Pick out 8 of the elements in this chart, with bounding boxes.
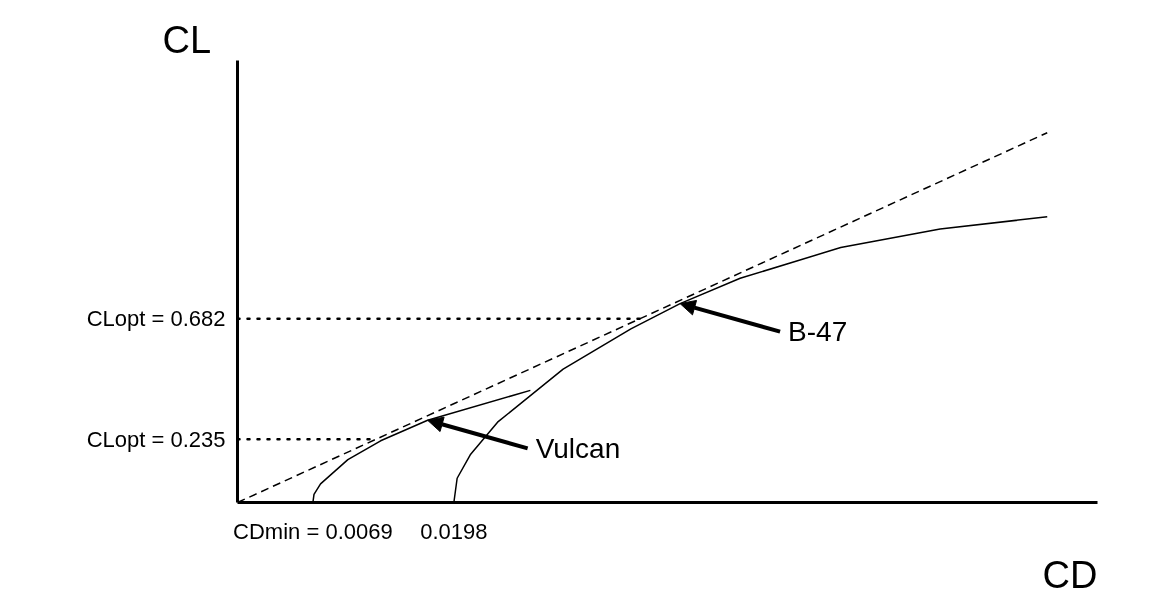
- x-tick-label: CDmin = 0.0069: [233, 518, 393, 544]
- annotation: Vulcan: [535, 432, 621, 464]
- x-axis-title: CD: [1042, 553, 1098, 596]
- y-axis-title: CL: [162, 18, 212, 61]
- y-tick-label: CLopt = 0.235: [86, 426, 226, 452]
- y-tick-label: CLopt = 0.682: [86, 306, 226, 332]
- annotation: B-47: [788, 316, 848, 348]
- x-tick-label: 0.0198: [420, 518, 488, 544]
